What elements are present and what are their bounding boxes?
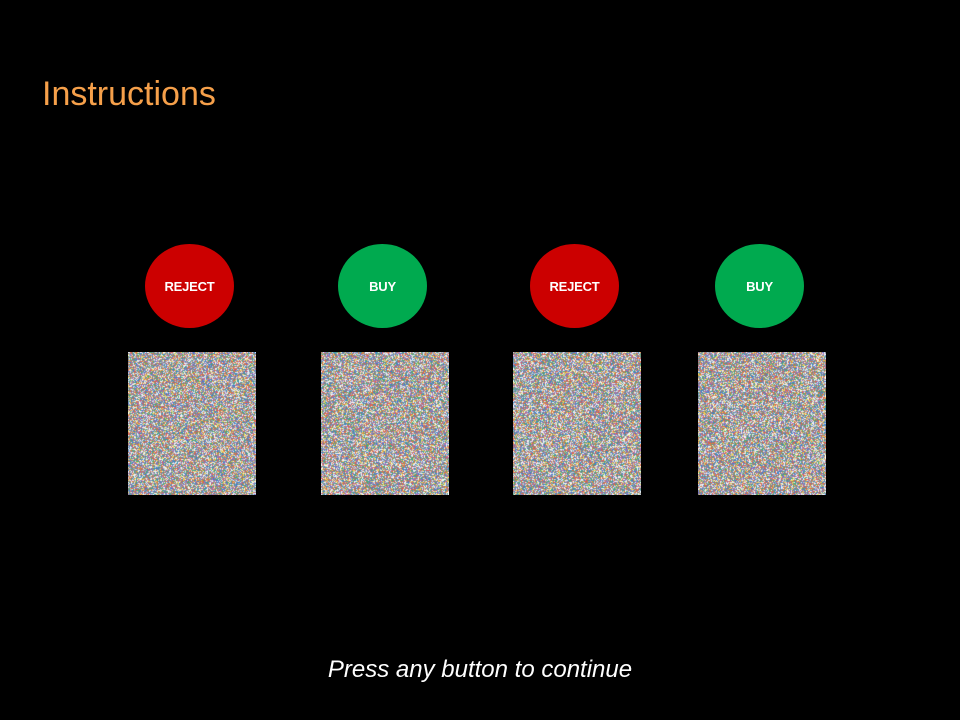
reject-button[interactable]: REJECT xyxy=(145,244,234,328)
noise-pattern xyxy=(698,352,826,495)
noise-stimulus-image xyxy=(513,352,641,495)
continue-prompt: Press any button to continue xyxy=(327,656,633,683)
buy-button[interactable]: BUY xyxy=(715,244,804,328)
page-title: Instructions xyxy=(42,75,216,113)
noise-pattern xyxy=(513,352,641,495)
buy-button[interactable]: BUY xyxy=(338,244,427,328)
noise-stimulus-image xyxy=(698,352,826,495)
noise-pattern xyxy=(321,352,449,495)
noise-stimulus-image xyxy=(321,352,449,495)
noise-pattern xyxy=(128,352,256,495)
noise-stimulus-image xyxy=(128,352,256,495)
reject-button[interactable]: REJECT xyxy=(530,244,619,328)
